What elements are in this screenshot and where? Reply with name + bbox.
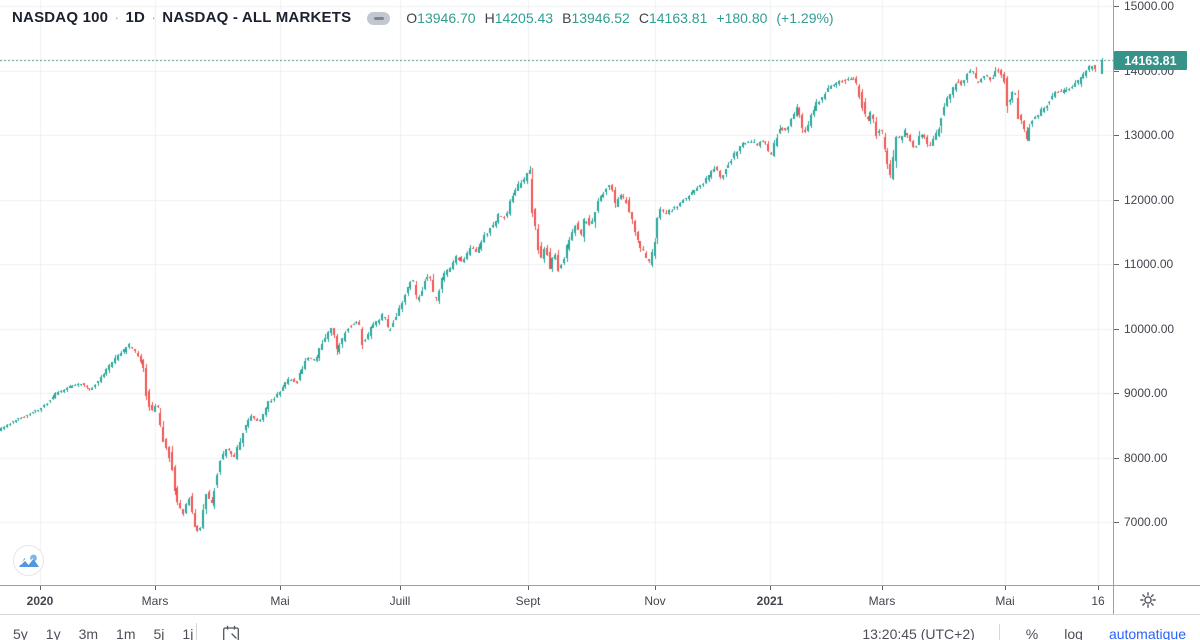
- toolbar-right-group: 13:20:45 (UTC+2) % log automatique: [862, 624, 1186, 640]
- time-axis-border: [0, 585, 1200, 586]
- time-axis-tick: [1005, 585, 1006, 590]
- time-axis-tick: [400, 585, 401, 590]
- time-axis-label: Mai: [270, 594, 290, 608]
- price-axis-tick: [1113, 71, 1119, 72]
- time-axis-tick: [528, 585, 529, 590]
- range-button-5j[interactable]: 5j: [145, 626, 174, 640]
- tradingview-logo[interactable]: [13, 545, 44, 576]
- time-axis-tick: [770, 585, 771, 590]
- logo-mountains-icon: [18, 554, 39, 567]
- time-axis-label: Mars: [868, 594, 896, 608]
- range-button-1y[interactable]: 1y: [37, 626, 70, 640]
- last-price-badge: 14163.81: [1114, 51, 1187, 70]
- ellipsis-pill-icon[interactable]: [367, 11, 391, 25]
- price-axis-label: 15000.00: [1124, 0, 1175, 14]
- bottom-toolbar: 5y 1y 3m 1m 5j 1j 13:20:45 (UTC+2) % log auto…: [0, 615, 1200, 640]
- symbol-title: NASDAQ 100 · 1D · NASDAQ - ALL MARKETS: [12, 9, 351, 27]
- symbol-name: NASDAQ 100: [12, 9, 109, 26]
- price-axis-label: 11000.00: [1124, 257, 1174, 272]
- separator-dot: ·: [151, 10, 156, 25]
- price-axis-tick: [1113, 393, 1119, 394]
- pill-dash: [373, 16, 384, 20]
- price-axis-label: 9000.00: [1124, 386, 1168, 401]
- time-axis-label: 16: [1091, 594, 1105, 608]
- symbol-market: NASDAQ - ALL MARKETS: [162, 9, 352, 26]
- price-axis-label: 10000.00: [1124, 321, 1175, 336]
- change-percent: (+1.29%): [776, 10, 834, 26]
- change-absolute: +180.80: [716, 10, 768, 26]
- auto-scale-button[interactable]: automatique: [1108, 626, 1186, 640]
- time-axis-tick: [280, 585, 281, 590]
- ohlc-open: O13946.70: [406, 10, 476, 26]
- time-axis-label: Mars: [141, 594, 169, 608]
- price-axis-label: 8000.00: [1124, 450, 1168, 465]
- time-axis-label: Nov: [644, 594, 666, 608]
- range-button-1j[interactable]: 1j: [173, 626, 202, 640]
- price-axis-label: 7000.00: [1124, 515, 1168, 530]
- price-axis-tick: [1113, 522, 1119, 523]
- symbol-interval: 1D: [125, 9, 146, 26]
- range-button-3m[interactable]: 3m: [70, 626, 107, 640]
- price-axis[interactable]: [1113, 0, 1200, 585]
- toolbar-divider: [0, 614, 1200, 615]
- time-axis-label: 2020: [26, 594, 54, 608]
- range-button-5y[interactable]: 5y: [4, 626, 37, 640]
- price-axis-tick: [1113, 329, 1119, 330]
- toolbar-separator: [998, 624, 1000, 640]
- time-axis-label: Sept: [515, 594, 541, 608]
- separator-dot: ·: [114, 10, 119, 25]
- calendar-icon[interactable]: [222, 625, 240, 640]
- clock-display[interactable]: 13:20:45 (UTC+2): [862, 626, 975, 640]
- time-axis-label: 2021: [756, 594, 784, 608]
- ohlc-close: C14163.81: [638, 10, 708, 26]
- range-selector: 5y 1y 3m 1m 5j 1j: [4, 626, 202, 640]
- price-axis-tick: [1113, 264, 1119, 265]
- time-axis-tick: [155, 585, 156, 590]
- time-axis-tick: [40, 585, 41, 590]
- price-axis-tick: [1113, 135, 1119, 136]
- price-axis-tick: [1113, 200, 1119, 201]
- time-axis-tick: [1098, 585, 1099, 590]
- ohlc-low: B13946.52: [562, 10, 630, 26]
- price-axis-tick: [1113, 458, 1119, 459]
- price-axis-label: 12000.00: [1124, 192, 1175, 207]
- price-axis-label: 13000.00: [1124, 128, 1175, 143]
- chart-canvas[interactable]: [0, 0, 1113, 585]
- toolbar-separator: [196, 623, 197, 640]
- log-scale-button[interactable]: log: [1064, 626, 1083, 640]
- chart-legend[interactable]: NASDAQ 100 · 1D · NASDAQ - ALL MARKETS O…: [12, 7, 834, 29]
- time-axis-tick: [655, 585, 656, 590]
- price-axis-tick: [1113, 6, 1119, 7]
- time-axis-label: Mai: [995, 594, 1015, 608]
- ohlc-high: H14205.43: [484, 10, 554, 26]
- percent-scale-button[interactable]: %: [1025, 626, 1039, 640]
- price-axis-border: [1113, 0, 1114, 614]
- range-button-1m[interactable]: 1m: [107, 626, 144, 640]
- time-axis-label: Juill: [389, 594, 411, 608]
- gear-icon[interactable]: [1139, 591, 1157, 609]
- ohlc-readout: O13946.70 H14205.43 B13946.52 C14163.81 …: [406, 10, 833, 26]
- time-axis-tick: [882, 585, 883, 590]
